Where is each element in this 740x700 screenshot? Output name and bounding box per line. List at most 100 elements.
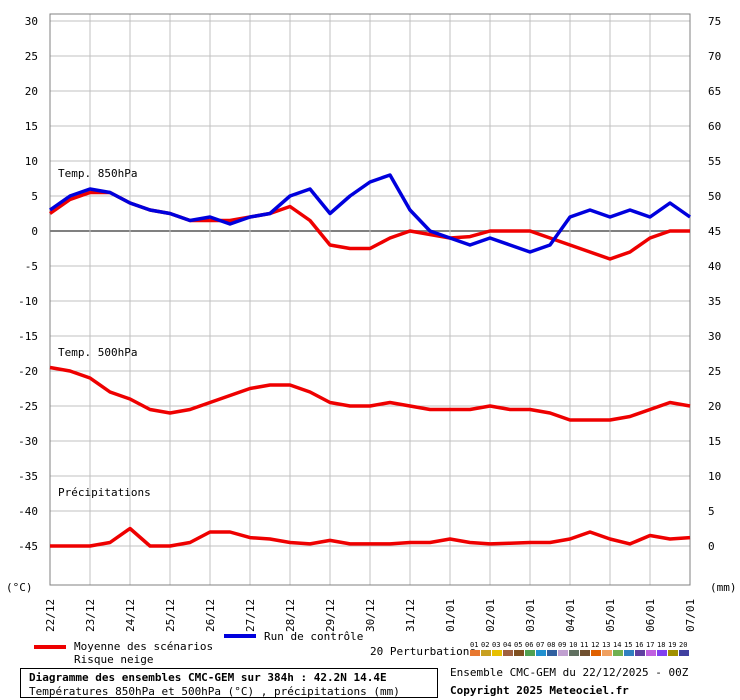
- left-tick-label: -10: [18, 295, 38, 308]
- perturbation-swatch: [624, 650, 634, 656]
- x-tick-label: 28/12: [284, 599, 297, 632]
- legend-mean-swatch: [34, 645, 66, 649]
- perturbation-swatch: [558, 650, 568, 656]
- x-tick-label: 23/12: [84, 599, 97, 632]
- right-tick-label: 30: [708, 330, 721, 343]
- x-tick-label: 25/12: [164, 599, 177, 632]
- perturbation-number: 11: [580, 641, 589, 649]
- left-tick-label: -15: [18, 330, 38, 343]
- perturbation-number: 18: [657, 641, 666, 649]
- perturbation-number: 05: [514, 641, 523, 649]
- x-tick-label: 27/12: [244, 599, 257, 632]
- t500-mean-line: [49, 365, 691, 422]
- perturbation-swatch: [657, 650, 667, 656]
- right-tick-label: 65: [708, 85, 721, 98]
- left-tick-label: 15: [25, 120, 38, 133]
- chart-subtitle: Températures 850hPa et 500hPa (°C) , pré…: [29, 685, 400, 698]
- right-unit-label: (mm): [710, 581, 737, 594]
- perturbation-number: 06: [525, 641, 534, 649]
- perturbation-number: 09: [558, 641, 567, 649]
- x-tick-label: 06/01: [644, 599, 657, 632]
- legend-control-label: Run de contrôle: [264, 630, 364, 643]
- main-series-lines: [48, 173, 692, 548]
- x-tick-label: 26/12: [204, 599, 217, 632]
- perturbation-number: 13: [602, 641, 611, 649]
- perturbation-swatch: [503, 650, 513, 656]
- perturbation-number: 02: [481, 641, 490, 649]
- title-box: Diagramme des ensembles CMC-GEM sur 384h…: [20, 668, 438, 698]
- left-tick-label: -45: [18, 540, 38, 553]
- right-tick-label: 50: [708, 190, 721, 203]
- x-tick-label: 29/12: [324, 599, 337, 632]
- perturbation-swatch: [569, 650, 579, 656]
- perturbation-swatch: [547, 650, 557, 656]
- perturbation-swatch: [679, 650, 689, 656]
- perturbation-swatch: [525, 650, 535, 656]
- left-tick-label: 10: [25, 155, 38, 168]
- perturbation-swatch: [580, 650, 590, 656]
- right-tick-label: 40: [708, 260, 721, 273]
- perturbation-swatch: [492, 650, 502, 656]
- precip-mean-line: [50, 526, 691, 548]
- right-tick-label: 0: [708, 540, 715, 553]
- right-tick-label: 35: [708, 295, 721, 308]
- perturbation-number: 19: [668, 641, 677, 649]
- grid-lines: [49, 13, 691, 586]
- left-tick-label: 30: [25, 15, 38, 28]
- ensemble-run-label: Ensemble CMC-GEM du 22/12/2025 - 00Z: [450, 666, 689, 679]
- right-tick-label: 20: [708, 400, 721, 413]
- perturbation-number: 03: [492, 641, 501, 649]
- x-tick-label: 24/12: [124, 599, 137, 632]
- perturbation-number: 04: [503, 641, 512, 649]
- t850-control-line: [48, 173, 692, 254]
- x-tick-label: 22/12: [44, 599, 57, 632]
- left-tick-label: -20: [18, 365, 38, 378]
- legend-perturbations-label: 20 Perturbations: [370, 645, 476, 658]
- perturbation-swatch: [536, 650, 546, 656]
- right-tick-label: 45: [708, 225, 721, 238]
- right-tick-label: 55: [708, 155, 721, 168]
- perturbation-number: 17: [646, 641, 655, 649]
- left-unit-label: (°C): [6, 581, 33, 594]
- perturbation-number: 08: [547, 641, 556, 649]
- x-tick-label: 07/01: [684, 599, 697, 632]
- perturbation-swatch: [646, 650, 656, 656]
- perturbation-swatch: [470, 650, 480, 656]
- perturbation-swatch: [635, 650, 645, 656]
- left-tick-label: 25: [25, 50, 38, 63]
- panel-label-t850: Temp. 850hPa: [58, 167, 137, 180]
- perturbation-number: 10: [569, 641, 578, 649]
- perturbation-number: 14: [613, 641, 622, 649]
- left-tick-label: -40: [18, 505, 38, 518]
- perturbation-number: 16: [635, 641, 644, 649]
- x-tick-label: 30/12: [364, 599, 377, 632]
- left-tick-label: -35: [18, 470, 38, 483]
- right-tick-label: 5: [708, 505, 715, 518]
- right-tick-label: 75: [708, 15, 721, 28]
- plot-frame: [49, 13, 691, 586]
- x-tick-label: 31/12: [404, 599, 417, 632]
- perturbation-number: 12: [591, 641, 600, 649]
- x-tick-label: 04/01: [564, 599, 577, 632]
- copyright-label: Copyright 2025 Meteociel.fr: [450, 684, 629, 697]
- perturbation-number: 01: [470, 641, 479, 649]
- legend-snow-label: Risque neige: [74, 653, 154, 666]
- panel-label-precip: Précipitations: [58, 486, 151, 499]
- left-tick-label: 0: [31, 225, 38, 238]
- legend-control-swatch: [224, 634, 256, 638]
- perturbation-number: 07: [536, 641, 545, 649]
- perturbation-number: 15: [624, 641, 633, 649]
- right-tick-label: 10: [708, 470, 721, 483]
- x-tick-label: 03/01: [524, 599, 537, 632]
- perturbation-swatch: [602, 650, 612, 656]
- perturbation-swatch: [481, 650, 491, 656]
- perturbation-swatch: [668, 650, 678, 656]
- left-tick-label: -25: [18, 400, 38, 413]
- perturbation-swatch: [514, 650, 524, 656]
- x-tick-label: 02/01: [484, 599, 497, 632]
- left-tick-label: -30: [18, 435, 38, 448]
- legend-mean-label: Moyenne des scénarios: [74, 640, 214, 653]
- left-tick-label: 20: [25, 85, 38, 98]
